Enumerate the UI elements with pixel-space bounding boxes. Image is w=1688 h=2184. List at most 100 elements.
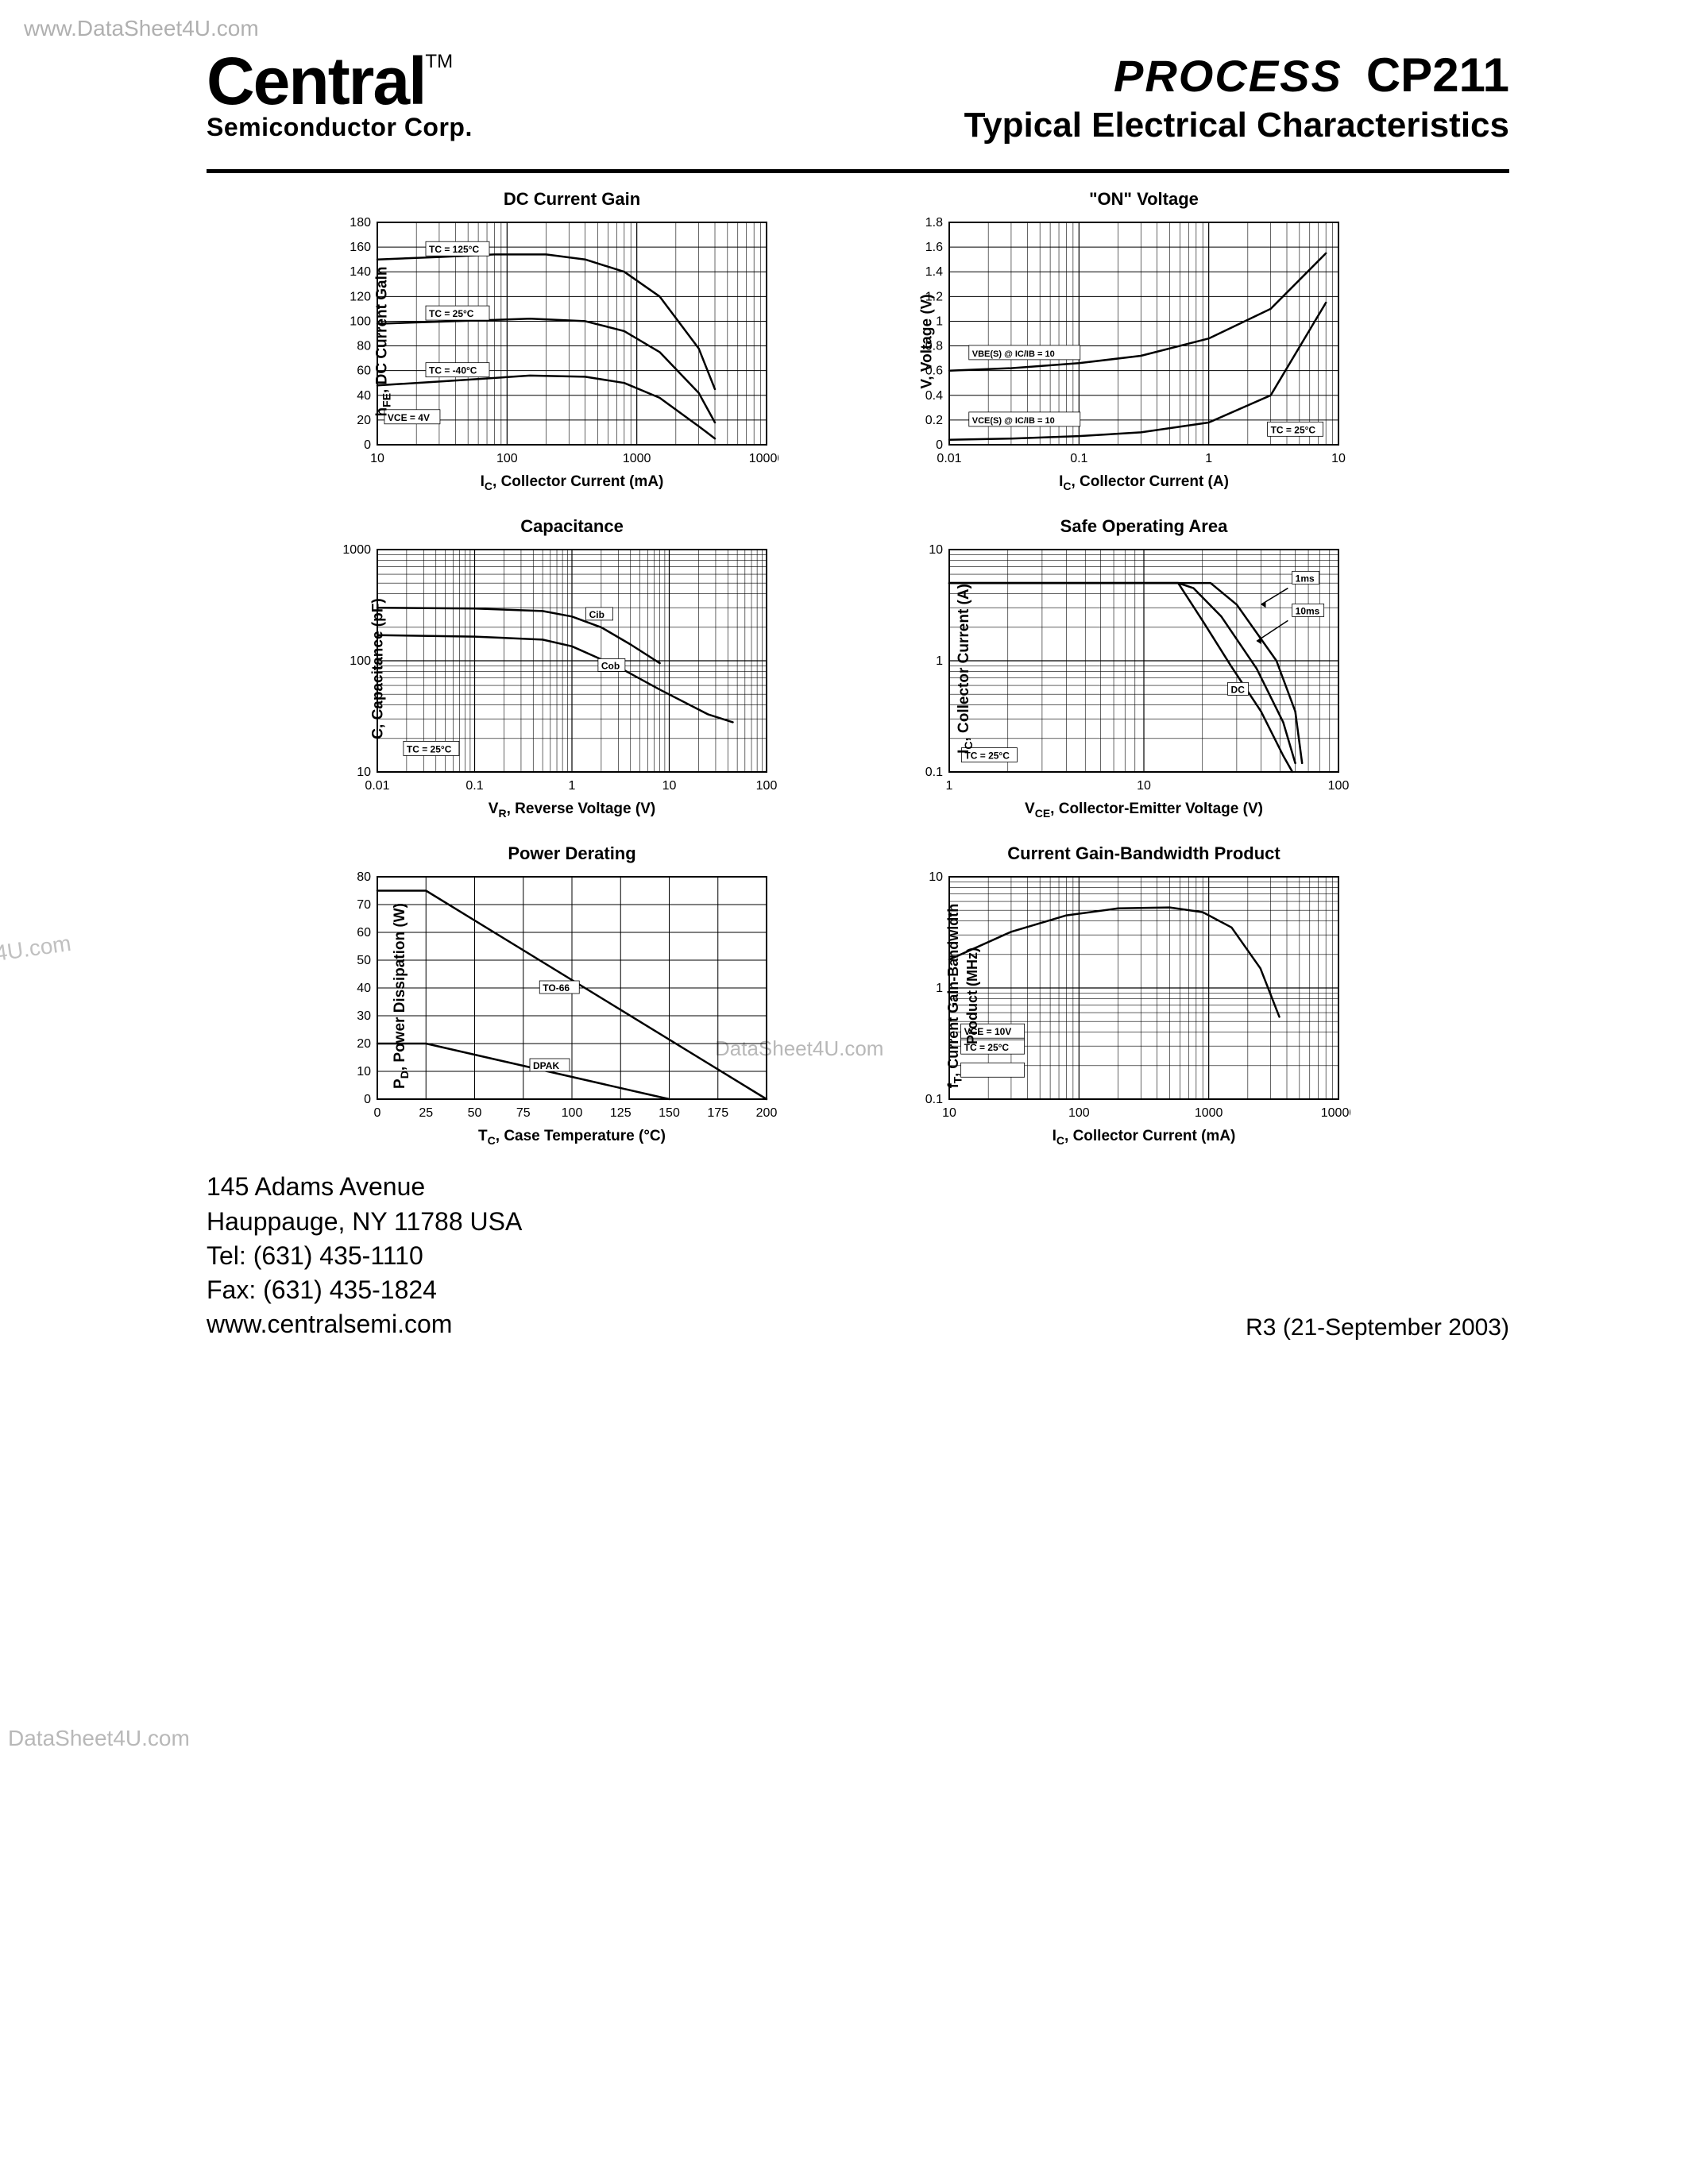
svg-text:1.6: 1.6 <box>925 241 943 254</box>
page-subtitle: Typical Electrical Characteristics <box>964 106 1509 145</box>
svg-text:0: 0 <box>364 438 371 452</box>
svg-text:1: 1 <box>936 314 943 328</box>
watermark-url-bottom: DataSheet4U.com <box>8 1726 190 1751</box>
trademark-symbol: TM <box>425 51 453 72</box>
svg-text:TC = 25°C: TC = 25°C <box>429 308 474 319</box>
svg-text:120: 120 <box>350 290 371 303</box>
y-axis-label: PD, Power Dissipation (W) <box>392 903 411 1089</box>
svg-text:50: 50 <box>468 1106 482 1120</box>
svg-text:0.2: 0.2 <box>925 414 943 427</box>
page-header: CentralTM Semiconductor Corp. PROCESS CP… <box>207 48 1509 145</box>
x-axis-label: VR, Reverse Voltage (V) <box>334 801 810 820</box>
svg-text:10: 10 <box>929 870 943 884</box>
svg-text:0: 0 <box>364 1093 371 1106</box>
svg-text:80: 80 <box>357 870 371 884</box>
svg-text:1: 1 <box>1205 452 1212 465</box>
svg-text:1.4: 1.4 <box>925 265 943 279</box>
svg-text:20: 20 <box>357 414 371 427</box>
svg-text:0.1: 0.1 <box>465 779 483 793</box>
svg-text:10: 10 <box>1331 452 1346 465</box>
chart-svg: 0.010.1110100101001000CibCobTC = 25°C <box>334 542 778 796</box>
website: www.centralsemi.com <box>207 1307 522 1341</box>
svg-text:TC = -40°C: TC = -40°C <box>429 365 477 376</box>
header-right: PROCESS CP211 Typical Electrical Charact… <box>964 48 1509 145</box>
chart-on-voltage: "ON" Voltage V, Voltage (V) 0.010.111000… <box>906 189 1382 492</box>
svg-text:0: 0 <box>936 438 943 452</box>
part-number: CP211 <box>1366 48 1509 102</box>
datasheet-page: CentralTM Semiconductor Corp. PROCESS CP… <box>207 48 1509 1341</box>
svg-text:DPAK: DPAK <box>533 1060 559 1071</box>
svg-text:1: 1 <box>569 779 576 793</box>
company-logo-text: CentralTM <box>207 48 473 114</box>
svg-text:10000: 10000 <box>749 452 778 465</box>
svg-text:60: 60 <box>357 926 371 940</box>
svg-text:10: 10 <box>370 452 384 465</box>
svg-text:1: 1 <box>946 779 953 793</box>
svg-text:TC = 25°C: TC = 25°C <box>407 743 452 754</box>
svg-text:180: 180 <box>350 216 371 230</box>
telephone: Tel: (631) 435-1110 <box>207 1239 522 1273</box>
svg-text:Cob: Cob <box>601 660 620 671</box>
logo-main-text: Central <box>207 44 425 118</box>
svg-text:10: 10 <box>662 779 677 793</box>
svg-text:100: 100 <box>350 314 371 328</box>
chart-svg: 0.010.111000.20.40.60.811.21.41.61.8VBE(… <box>906 214 1350 469</box>
address-line-1: 145 Adams Avenue <box>207 1170 522 1204</box>
svg-text:10: 10 <box>1137 779 1151 793</box>
svg-text:175: 175 <box>707 1106 728 1120</box>
svg-text:160: 160 <box>350 241 371 254</box>
svg-text:100: 100 <box>562 1106 583 1120</box>
svg-text:0.1: 0.1 <box>1070 452 1087 465</box>
svg-text:1000: 1000 <box>623 452 651 465</box>
svg-text:TO-66: TO-66 <box>543 982 570 994</box>
x-axis-label: IC, Collector Current (mA) <box>334 473 810 492</box>
svg-text:200: 200 <box>756 1106 778 1120</box>
company-logo-block: CentralTM Semiconductor Corp. <box>207 48 473 142</box>
svg-text:1: 1 <box>936 654 943 668</box>
chart-title: Capacitance <box>334 516 810 537</box>
svg-text:100: 100 <box>496 452 518 465</box>
svg-text:75: 75 <box>516 1106 531 1120</box>
svg-text:1000: 1000 <box>342 543 371 557</box>
svg-text:1000: 1000 <box>1195 1106 1223 1120</box>
svg-text:1ms: 1ms <box>1296 573 1315 584</box>
chart-capacitance: Capacitance C, Capacitance (pF) 0.010.11… <box>334 516 810 820</box>
svg-text:TC = 125°C: TC = 125°C <box>429 244 479 255</box>
svg-text:40: 40 <box>357 389 371 403</box>
y-axis-label: fT, Current Gain-BandwidthProduct (MHz) <box>945 903 980 1088</box>
chart-safe-operating-area: Safe Operating Area IC, Collector Curren… <box>906 516 1382 820</box>
chart-gain-bandwidth: Current Gain-Bandwidth Product fT, Curre… <box>906 843 1382 1147</box>
svg-text:10: 10 <box>942 1106 956 1120</box>
svg-text:140: 140 <box>350 265 371 279</box>
svg-text:10: 10 <box>357 1065 371 1078</box>
address-line-2: Hauppauge, NY 11788 USA <box>207 1205 522 1239</box>
svg-text:20: 20 <box>357 1037 371 1051</box>
svg-text:25: 25 <box>419 1106 433 1120</box>
svg-text:70: 70 <box>357 898 371 912</box>
chart-dc-current-gain: DC Current Gain hFE, DC Current Gain 101… <box>334 189 810 492</box>
x-axis-label: IC, Collector Current (A) <box>906 473 1382 492</box>
process-label: PROCESS <box>1114 50 1342 102</box>
svg-text:VCE(S) @ IC/IB = 10: VCE(S) @ IC/IB = 10 <box>972 416 1055 426</box>
svg-text:40: 40 <box>357 982 371 995</box>
svg-text:125: 125 <box>610 1106 632 1120</box>
svg-text:100: 100 <box>350 654 371 668</box>
y-axis-label: V, Voltage (V) <box>919 294 937 388</box>
fax: Fax: (631) 435-1824 <box>207 1273 522 1307</box>
svg-text:80: 80 <box>357 340 371 353</box>
y-axis-label: C, Capacitance (pF) <box>370 598 388 739</box>
svg-text:10ms: 10ms <box>1296 605 1320 616</box>
chart-title: Current Gain-Bandwidth Product <box>906 843 1382 864</box>
svg-text:60: 60 <box>357 365 371 378</box>
svg-text:0.1: 0.1 <box>925 766 943 779</box>
svg-text:DC: DC <box>1231 684 1246 695</box>
svg-text:0.4: 0.4 <box>925 389 943 403</box>
charts-grid: DC Current Gain hFE, DC Current Gain 101… <box>334 189 1382 1146</box>
page-footer: 145 Adams Avenue Hauppauge, NY 11788 USA… <box>207 1170 1509 1341</box>
chart-svg: 10 100 1000 10000 0 20 40 60 80 100 120 140 160 180 TC… <box>334 214 778 469</box>
svg-text:100: 100 <box>1068 1106 1090 1120</box>
svg-text:150: 150 <box>659 1106 680 1120</box>
x-axis-label: VCE, Collector-Emitter Voltage (V) <box>906 801 1382 820</box>
svg-text:1.8: 1.8 <box>925 216 943 230</box>
svg-text:10: 10 <box>357 766 371 779</box>
